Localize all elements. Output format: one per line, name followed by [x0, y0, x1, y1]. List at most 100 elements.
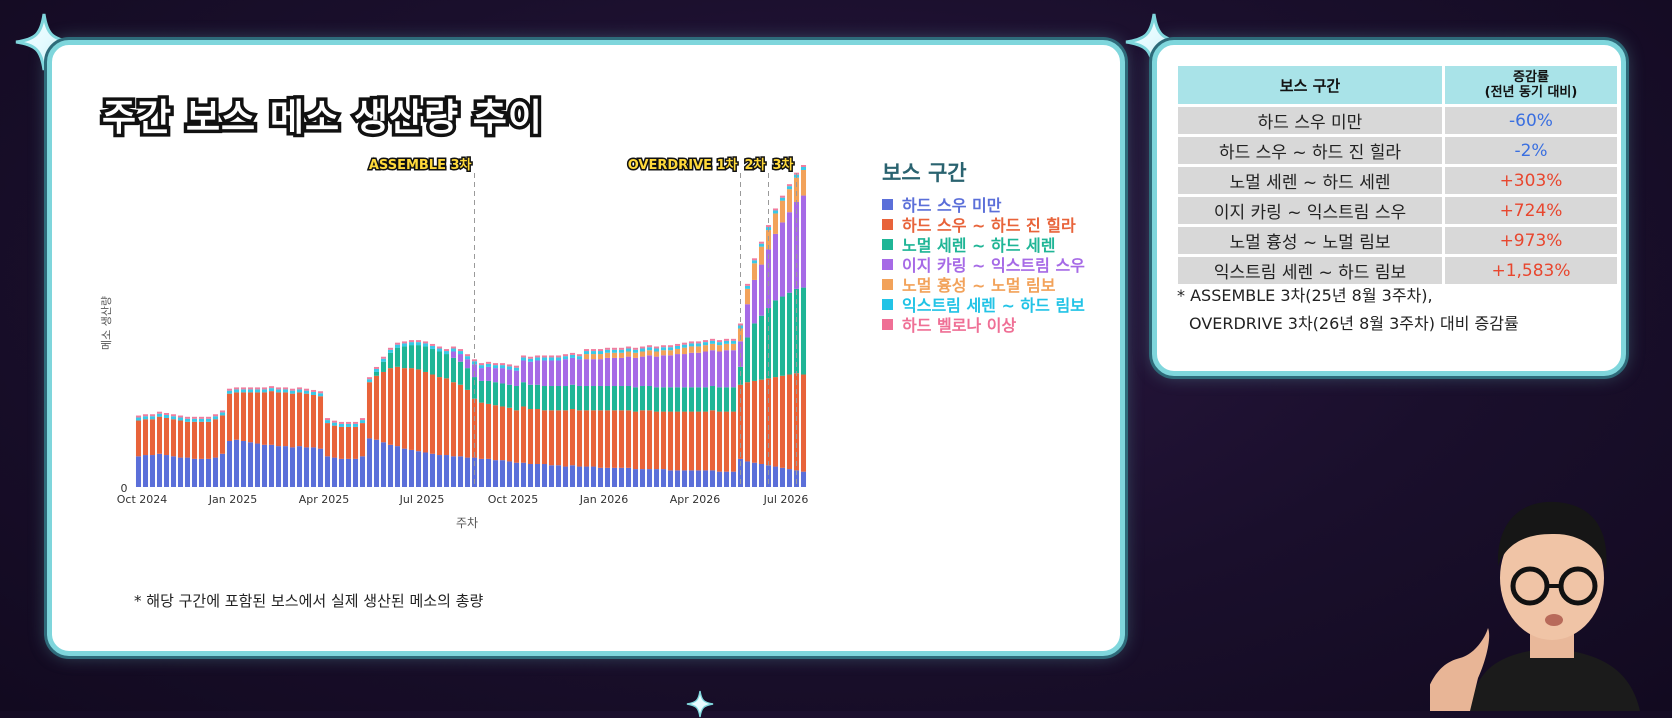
bar-cap	[800, 165, 807, 167]
bar-segment	[156, 453, 163, 487]
legend-swatch	[882, 298, 893, 310]
table-row: 노멀 흉성 ~ 노멀 림보 +973%	[1178, 227, 1617, 254]
bar-segment	[506, 407, 513, 462]
bar-segment	[723, 350, 730, 388]
bar-segment	[541, 386, 548, 411]
x-tick-label: Jul 2026	[763, 493, 809, 506]
bar-segment	[170, 419, 177, 457]
bar-segment	[191, 458, 198, 487]
bar-cap	[702, 340, 709, 343]
bar-segment	[765, 308, 772, 379]
bar-segment	[380, 371, 387, 443]
chart-panel: 주간 보스 메소 생산량 추이 ASSEMBLE 3차 OVERDRIVE 1차 2…	[47, 40, 1125, 656]
bar-segment	[443, 378, 450, 456]
bar-segment	[345, 426, 352, 459]
bar-segment	[324, 423, 331, 457]
bar-cap	[191, 416, 198, 419]
bar-segment	[457, 456, 464, 487]
bar-cap	[681, 342, 688, 345]
bar-segment	[352, 458, 359, 487]
bar-segment	[709, 386, 716, 411]
bar-cap	[653, 346, 660, 349]
bar-segment	[394, 366, 401, 447]
bar-segment	[289, 393, 296, 448]
bar-segment	[625, 351, 632, 357]
bar-segment	[751, 263, 758, 280]
bar-segment	[660, 469, 667, 487]
bar-cap	[366, 377, 373, 380]
bar-segment	[709, 343, 716, 351]
bar-segment	[548, 465, 555, 487]
bar-cap	[646, 347, 653, 351]
bar-segment	[583, 410, 590, 467]
bar-cap	[254, 389, 261, 393]
rate-table: 보스 구간 증감률 (전년 동기 대비) 하드 스우 미만 -60% 하드 스우…	[1175, 63, 1620, 287]
bar-segment	[695, 352, 702, 388]
bar-segment	[653, 469, 660, 487]
legend-item: 하드 스우 미만	[882, 194, 1085, 215]
bar-segment	[212, 457, 219, 487]
bar-segment	[660, 387, 667, 412]
bar-segment	[625, 410, 632, 468]
bar-segment	[618, 467, 625, 487]
legend-swatch	[882, 258, 893, 270]
bar-cap	[625, 348, 632, 352]
legend-swatch	[882, 238, 893, 250]
bar-segment	[653, 411, 660, 470]
bar-cap	[331, 420, 338, 423]
annotation-label: OVERDRIVE 1차	[628, 157, 738, 173]
bar-cap	[541, 355, 548, 358]
bar-segment	[373, 375, 380, 440]
bar-segment	[555, 360, 562, 387]
bar-cap	[345, 421, 352, 424]
bar-segment	[702, 351, 709, 388]
bar-cap	[387, 349, 394, 353]
bar-segment	[499, 460, 506, 487]
bar-segment	[226, 440, 233, 487]
bar-segment	[534, 409, 541, 464]
bar-segment	[793, 373, 800, 471]
bar-cap	[723, 340, 730, 344]
bar-segment	[485, 366, 492, 381]
bar-segment	[632, 469, 639, 487]
bar-segment	[625, 356, 632, 387]
bar-segment	[660, 355, 667, 388]
bar-cap	[562, 356, 569, 360]
bar-segment	[681, 354, 688, 388]
bar-cap	[289, 388, 296, 391]
table-row: 하드 스우 ~ 하드 진 힐라 -2%	[1178, 137, 1617, 164]
bar-segment	[149, 419, 156, 456]
bar-segment	[387, 368, 394, 445]
bar-segment	[492, 368, 499, 383]
bar-segment	[576, 410, 583, 467]
bar-cap	[492, 365, 499, 369]
bar-segment	[569, 465, 576, 487]
bar-segment	[674, 470, 681, 487]
header-boss-range: 보스 구간	[1178, 66, 1442, 104]
bar-cap	[352, 421, 359, 424]
bar-segment	[702, 411, 709, 471]
table-note-line: * ASSEMBLE 3차(25년 8월 3주차),	[1177, 286, 1433, 305]
bar-cap	[247, 387, 254, 390]
bar-segment	[520, 462, 527, 487]
bar-cap	[401, 343, 408, 347]
bar-cap	[765, 225, 772, 228]
bar-cap	[513, 367, 520, 371]
bar-cap	[296, 387, 303, 390]
bar-segment	[401, 448, 408, 487]
bar-segment	[429, 348, 436, 375]
bar-segment	[639, 386, 646, 411]
bar-segment	[485, 380, 492, 404]
bar-segment	[401, 346, 408, 369]
bar-cap	[135, 417, 142, 421]
bar-segment	[562, 359, 569, 387]
bar-segment	[527, 409, 534, 464]
bar-cap	[478, 365, 485, 369]
bar-segment	[534, 463, 541, 487]
bar-cap	[387, 347, 394, 350]
bar-segment	[513, 462, 520, 487]
bar-segment	[541, 463, 548, 487]
bar-segment	[667, 387, 674, 412]
bar-cap	[373, 366, 380, 369]
bar-segment	[492, 382, 499, 406]
